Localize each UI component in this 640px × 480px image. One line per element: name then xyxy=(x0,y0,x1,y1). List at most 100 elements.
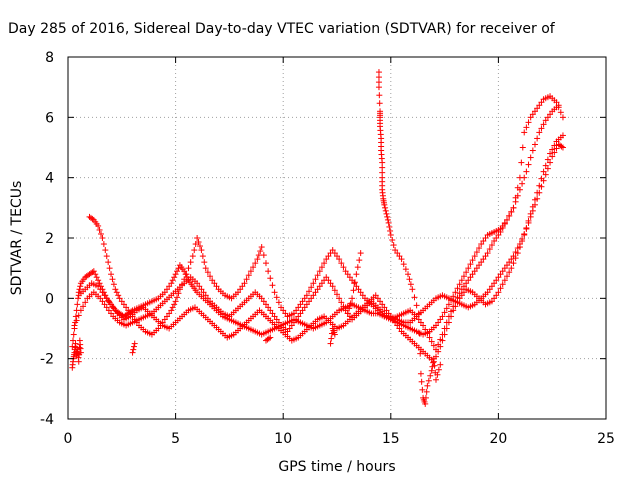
data-point xyxy=(488,283,495,290)
data-point xyxy=(183,271,190,278)
data-point xyxy=(558,143,565,150)
data-point xyxy=(518,159,525,166)
data-point xyxy=(381,304,388,311)
data-point xyxy=(112,307,119,314)
data-point xyxy=(430,342,437,349)
data-point xyxy=(172,271,179,278)
data-point xyxy=(512,255,519,262)
data-point xyxy=(308,295,315,302)
data-point xyxy=(110,281,117,288)
data-point xyxy=(172,298,179,305)
data-point xyxy=(519,144,526,151)
data-point xyxy=(75,312,82,319)
data-point xyxy=(392,319,399,326)
data-point xyxy=(497,285,504,292)
data-point xyxy=(252,260,259,267)
data-point xyxy=(308,284,315,291)
data-point xyxy=(168,307,175,314)
data-point xyxy=(75,295,82,302)
data-point xyxy=(97,230,104,237)
x-tick-label: 0 xyxy=(64,431,73,447)
data-point xyxy=(504,216,511,223)
data-point xyxy=(454,294,461,301)
data-point xyxy=(108,271,115,278)
data-point xyxy=(473,265,480,272)
data-point xyxy=(529,147,536,154)
data-point xyxy=(346,305,353,312)
data-point xyxy=(428,338,435,345)
data-point xyxy=(286,325,293,332)
data-point xyxy=(452,298,459,305)
data-point xyxy=(331,331,338,338)
data-point xyxy=(534,135,541,142)
data-point xyxy=(105,259,112,266)
data-point xyxy=(553,145,560,152)
data-point xyxy=(525,217,532,224)
data-point xyxy=(95,283,102,290)
data-point xyxy=(465,277,472,284)
data-point xyxy=(501,220,508,227)
data-point xyxy=(385,219,392,226)
data-point xyxy=(185,265,192,272)
data-point xyxy=(130,343,137,350)
data-point xyxy=(271,313,278,320)
data-point xyxy=(382,204,389,211)
data-point xyxy=(534,189,541,196)
data-point xyxy=(125,307,132,314)
data-point xyxy=(547,159,554,166)
data-point xyxy=(96,226,103,233)
data-point xyxy=(482,253,489,260)
data-point xyxy=(175,265,182,272)
data-point xyxy=(323,256,330,263)
data-point xyxy=(351,279,358,286)
data-point xyxy=(155,325,162,332)
data-point xyxy=(108,310,115,317)
data-point xyxy=(476,245,483,252)
data-point xyxy=(491,295,498,302)
data-point xyxy=(542,171,549,178)
data-point xyxy=(508,208,515,215)
data-point xyxy=(191,247,198,254)
data-point xyxy=(402,266,409,273)
data-point xyxy=(409,286,416,293)
data-point xyxy=(290,319,297,326)
data-point xyxy=(353,271,360,278)
data-point xyxy=(103,295,110,302)
data-point xyxy=(443,305,450,312)
data-point xyxy=(241,280,248,287)
data-point xyxy=(275,299,282,306)
data-point xyxy=(269,310,276,317)
data-point xyxy=(495,274,502,281)
data-point xyxy=(344,310,351,317)
data-point xyxy=(544,156,551,163)
data-point xyxy=(531,108,538,115)
data-point xyxy=(460,289,467,296)
data-point xyxy=(70,337,77,344)
data-point xyxy=(359,292,366,299)
data-point xyxy=(413,313,420,320)
data-point xyxy=(456,281,463,288)
data-point xyxy=(113,289,120,296)
data-point xyxy=(454,285,461,292)
data-point xyxy=(467,274,474,281)
data-point xyxy=(355,286,362,293)
data-point xyxy=(478,259,485,266)
data-point xyxy=(247,268,254,275)
data-point xyxy=(493,235,500,241)
data-point xyxy=(491,280,498,287)
data-point xyxy=(306,298,313,305)
data-point xyxy=(262,260,269,267)
data-point xyxy=(521,231,528,238)
data-point xyxy=(415,316,422,323)
data-point xyxy=(422,400,429,407)
data-point xyxy=(422,326,429,333)
data-point xyxy=(93,274,100,281)
data-point xyxy=(525,119,532,126)
data-point xyxy=(441,309,448,316)
data-point xyxy=(347,300,354,307)
data-point xyxy=(534,105,541,112)
data-point xyxy=(109,276,116,283)
data-point xyxy=(306,288,313,295)
data-point xyxy=(101,301,108,308)
data-point xyxy=(123,304,130,311)
